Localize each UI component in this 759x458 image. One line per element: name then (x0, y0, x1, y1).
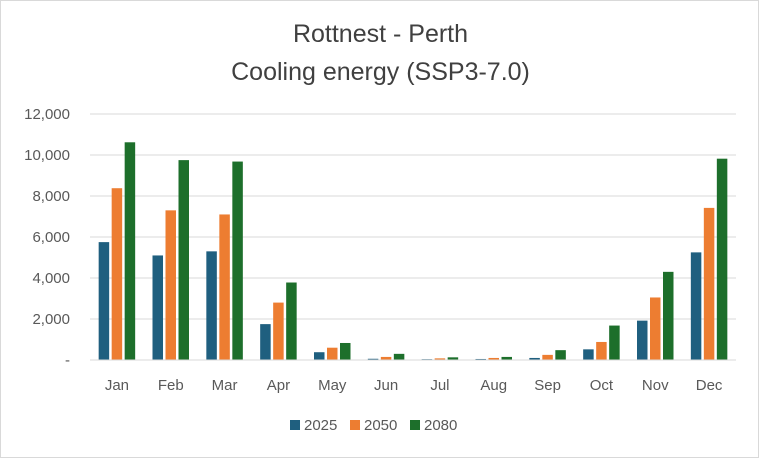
bar-2050-may (327, 347, 338, 360)
legend-label-2080: 2080 (424, 417, 457, 434)
bar-2080-mar (232, 161, 243, 360)
bar-2050-jul (434, 358, 446, 360)
grid-lines (90, 113, 736, 320)
y-tick-label: 6,000 (32, 229, 70, 246)
bar-2080-dec (716, 158, 728, 360)
x-tick-label: Jan (105, 377, 129, 394)
bar-2025-apr (260, 324, 271, 360)
bar-2080-aug (501, 356, 512, 360)
bar-2080-jun (393, 353, 405, 360)
bar-2050-feb (165, 210, 176, 360)
x-tick-label: Apr (267, 377, 290, 394)
bar-2050-dec (703, 207, 715, 360)
y-tick-label: 12,000 (24, 106, 70, 123)
bar-2080-feb (178, 160, 189, 360)
bar-2080-nov (663, 271, 674, 360)
bar-2025-nov (637, 320, 648, 360)
bar-2050-sep (542, 354, 553, 360)
x-tick-label: Jun (374, 377, 398, 394)
bar-2050-nov (650, 297, 661, 360)
legend-label-2025: 2025 (304, 417, 337, 434)
bar-2050-oct (596, 341, 607, 360)
y-tick-label: 2,000 (32, 311, 70, 328)
bar-2080-jan (124, 142, 136, 360)
bar-2050-aug (488, 357, 499, 360)
bar-2050-mar (219, 214, 230, 360)
bar-2080-apr (286, 282, 297, 360)
bar-2050-jan (111, 188, 123, 360)
x-tick-label: Nov (642, 377, 669, 394)
bar-2050-apr (273, 302, 284, 360)
y-tick-label: 10,000 (24, 147, 70, 164)
x-tick-label: Oct (590, 377, 614, 394)
y-tick-label: 4,000 (32, 270, 70, 287)
x-tick-label: Aug (480, 377, 507, 394)
x-tick-label: Feb (158, 377, 184, 394)
bar-2025-aug (475, 358, 486, 360)
legend-swatch-2050 (350, 420, 360, 430)
bars (98, 142, 728, 360)
bar-2080-oct (609, 325, 620, 360)
x-tick-label: Mar (212, 377, 238, 394)
chart-title-line-2: Cooling energy (SSP3-7.0) (231, 58, 530, 86)
legend-swatch-2025 (290, 420, 300, 430)
y-tick-label: 8,000 (32, 188, 70, 205)
bar-2050-jun (380, 356, 392, 360)
x-tick-label: Jul (430, 377, 449, 394)
bar-2025-oct (583, 349, 594, 360)
bar-2025-dec (690, 252, 702, 360)
legend-swatch-2080 (410, 420, 420, 430)
axes: - 2,000 4,000 6,000 8,000 10,000 12,000 Jan Feb M… (24, 106, 736, 394)
y-tick-label: - (65, 352, 70, 369)
legend-label-2050: 2050 (364, 417, 397, 434)
bar-2025-jun (367, 358, 379, 360)
bar-2080-sep (555, 350, 566, 360)
bar-2080-may (340, 342, 351, 360)
x-tick-label: May (318, 377, 347, 394)
x-tick-label: Sep (534, 377, 561, 394)
bar-2025-sep (529, 357, 540, 360)
bar-2025-mar (206, 251, 217, 360)
legend: 2025 2050 2080 (290, 417, 457, 434)
bar-2080-jul (447, 357, 459, 360)
x-tick-label: Dec (696, 377, 723, 394)
bar-2025-may (314, 352, 325, 360)
chart-title-line-1: Rottnest - Perth (292, 20, 469, 48)
bar-2025-feb (152, 255, 163, 360)
bar-2025-jan (98, 242, 110, 360)
